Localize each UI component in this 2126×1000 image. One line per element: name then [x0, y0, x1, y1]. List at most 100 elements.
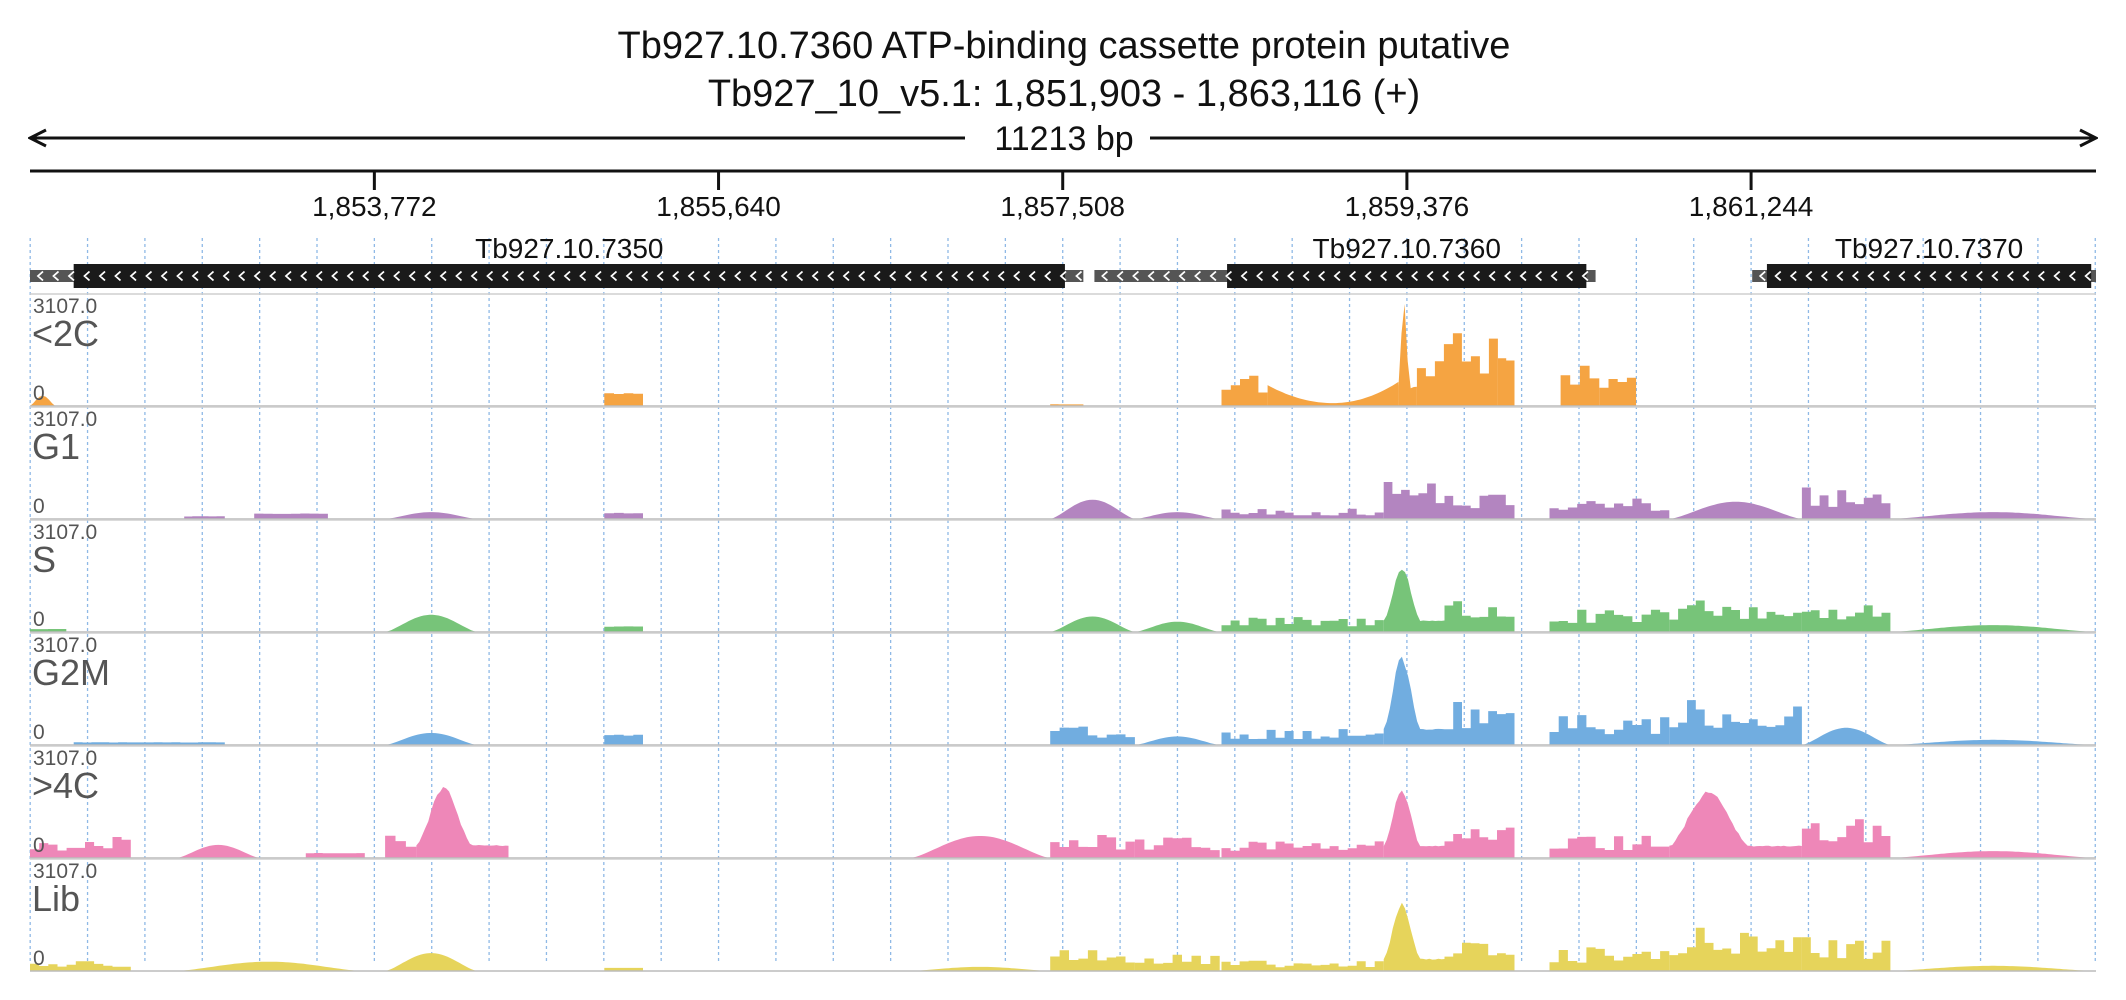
coverage-segment: [1134, 736, 1220, 745]
coverage-segment: [1801, 819, 1891, 858]
gene-Tb927.10.7350: Tb927.10.7350: [30, 233, 1084, 288]
coverage-segment: [1497, 358, 1515, 406]
coverage-segment: [254, 513, 328, 519]
coverage-segment: [910, 836, 1051, 858]
track-name: Lib: [32, 878, 80, 919]
coverage-segment: [1221, 617, 1384, 632]
track-1: 3107.0G1 0: [30, 406, 2096, 520]
coverage-segment: [1050, 950, 1135, 971]
track-ymin-label: 0: [33, 495, 45, 518]
coverage-segment: [1050, 726, 1135, 745]
track-ymax-label: 3107.0: [33, 747, 97, 770]
coverage-segment: [1669, 700, 1802, 745]
coverage-segment: [1890, 625, 2096, 632]
coverage-segment: [30, 395, 56, 406]
coverage-segment: [1890, 965, 2096, 971]
track-2: 3107.0S 0: [30, 519, 2096, 633]
coverage-segment: [1134, 954, 1220, 971]
coverage-segment: [385, 953, 478, 971]
coverage-segment: [1549, 609, 1670, 632]
gene-Tb927.10.7360: Tb927.10.7360: [1094, 233, 1596, 288]
coverage-segment: [1549, 498, 1670, 519]
coverage-segment: [604, 734, 643, 745]
axis-tick-label: 1,857,508: [1000, 191, 1125, 222]
coverage-segment: [30, 837, 131, 858]
coverage-segment: [30, 961, 131, 971]
strand-chevrons: [36, 270, 1083, 282]
track-name: G1: [32, 426, 80, 467]
track-name: G2M: [32, 652, 110, 693]
axis-tick-label: 1,855,640: [656, 191, 781, 222]
coverage-segment: [1801, 937, 1891, 971]
track-ymax-label: 3107.0: [33, 521, 97, 544]
chart-subtitle: Tb927_10_v5.1: 1,851,903 - 1,863,116 (+): [708, 73, 1420, 115]
coverage-segment: [1383, 656, 1445, 745]
gene-label: Tb927.10.7350: [475, 233, 663, 264]
track-ymax-label: 3107.0: [33, 408, 97, 431]
coverage-segment: [1560, 365, 1600, 406]
coverage-segment: [1050, 616, 1135, 632]
track-ymin-label: 0: [33, 382, 45, 405]
coverage-segment: [1669, 927, 1802, 971]
coverage-segment: [1398, 304, 1417, 406]
coverage-segment: [1383, 902, 1445, 971]
track-ymin-label: 0: [33, 947, 45, 970]
coverage-segment: [1890, 851, 2096, 858]
coverage-segment: [1801, 605, 1891, 632]
coverage-segment: [1050, 499, 1135, 519]
gene-Tb927.10.7370: Tb927.10.7370: [1752, 233, 2096, 288]
coverage-segment: [1549, 947, 1670, 971]
track-0: 3107.0<2C 0: [30, 293, 2096, 407]
coverage-segment: [1444, 827, 1515, 858]
coverage-segment: [604, 626, 643, 632]
coverage-segment: [1221, 375, 1268, 406]
coverage-segment: [1416, 333, 1498, 406]
coverage-segment: [176, 961, 362, 971]
track-ymax-label: 3107.0: [33, 860, 97, 883]
coverage-segment: [1134, 621, 1220, 632]
axis-tick-label: 1,859,376: [1345, 191, 1470, 222]
coverage-segment: [910, 966, 1051, 971]
gene-label: Tb927.10.7360: [1313, 233, 1501, 264]
coverage-segment: [604, 393, 643, 406]
coverage-segment: [1383, 482, 1445, 519]
track-name: <2C: [32, 313, 99, 354]
track-ymin-label: 0: [33, 721, 45, 744]
chart-title: Tb927.10.7360 ATP-binding cassette prote…: [618, 25, 1511, 67]
track-ymax-label: 3107.0: [33, 295, 97, 318]
coverage-segment: [1890, 739, 2096, 745]
coverage-segment: [1444, 494, 1515, 519]
coverage-segment: [305, 853, 365, 858]
strand-chevrons: [1758, 270, 2092, 282]
coverage-segment: [604, 967, 643, 971]
axis-tick-label: 1,861,244: [1689, 191, 1814, 222]
coverage-segment: [1444, 942, 1515, 971]
coverage-segment: [1549, 715, 1670, 745]
coverage-segment: [1549, 835, 1670, 858]
coverage-segment: [1050, 835, 1135, 858]
coverage-segment: [1221, 508, 1384, 519]
coverage-segment: [1444, 601, 1515, 632]
gene-cds: [73, 264, 1065, 288]
track-name: >4C: [32, 765, 99, 806]
coverage-segment: [1669, 501, 1802, 519]
track-ymax-label: 3107.0: [33, 634, 97, 657]
coverage-segment: [1669, 791, 1802, 858]
gene-label: Tb927.10.7370: [1835, 233, 2023, 264]
coverage-segment: [176, 844, 260, 858]
coverage-segment: [1221, 729, 1384, 745]
strand-chevrons: [1101, 270, 1589, 282]
coverage-segment: [1801, 487, 1891, 519]
coverage-segment: [416, 787, 509, 858]
axis-tick-label: 1,853,772: [312, 191, 437, 222]
coverage-segment: [1221, 960, 1384, 971]
coverage-segment: [1134, 837, 1220, 858]
track-4: 3107.0>4C 0: [30, 745, 2096, 859]
span-ruler: 11213 bp: [30, 120, 2096, 158]
span-length-label: 11213 bp: [994, 120, 1133, 158]
coverage-segment: [1444, 702, 1515, 745]
coverage-tracks: 3107.0<2C03107.0G103107.0S03107.0G2M0310…: [30, 293, 2096, 972]
